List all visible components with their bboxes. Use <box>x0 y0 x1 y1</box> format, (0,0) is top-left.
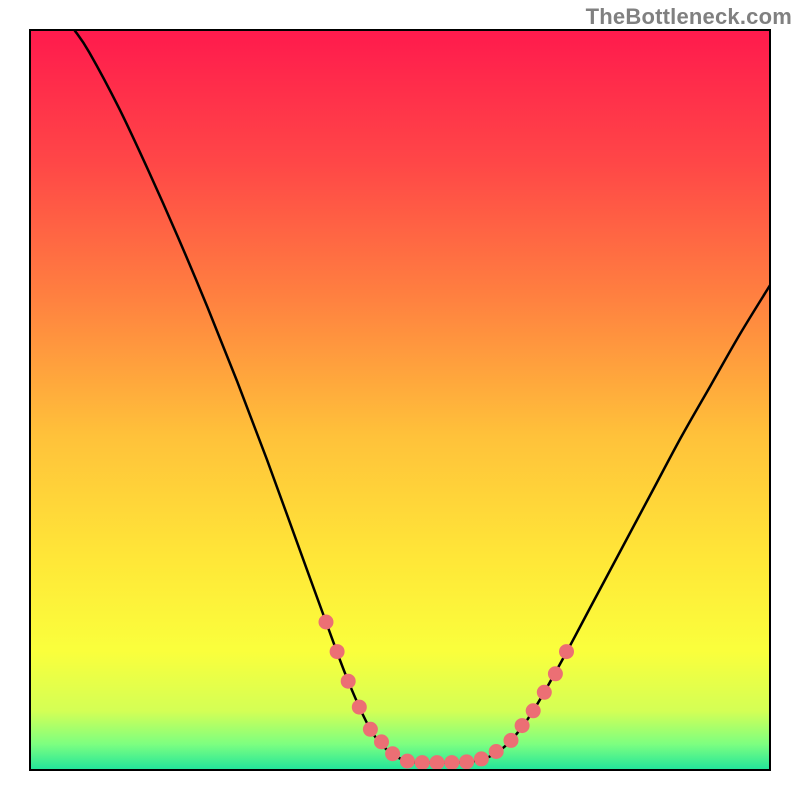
marker-dot <box>415 756 429 770</box>
marker-dot <box>515 719 529 733</box>
marker-dot <box>319 615 333 629</box>
bottleneck-curve-chart <box>0 0 800 800</box>
marker-dot <box>537 685 551 699</box>
marker-dot <box>430 756 444 770</box>
marker-dot <box>386 747 400 761</box>
marker-dot <box>375 735 389 749</box>
marker-dot <box>400 754 414 768</box>
marker-dot <box>352 700 366 714</box>
marker-dot <box>460 755 474 769</box>
marker-dot <box>526 704 540 718</box>
marker-dot <box>445 756 459 770</box>
chart-stage: TheBottleneck.com <box>0 0 800 800</box>
marker-dot <box>504 733 518 747</box>
gradient-background <box>30 30 770 770</box>
marker-dot <box>560 645 574 659</box>
marker-dot <box>489 745 503 759</box>
marker-dot <box>330 645 344 659</box>
marker-dot <box>341 674 355 688</box>
marker-dot <box>474 752 488 766</box>
marker-dot <box>548 667 562 681</box>
marker-dot <box>363 722 377 736</box>
